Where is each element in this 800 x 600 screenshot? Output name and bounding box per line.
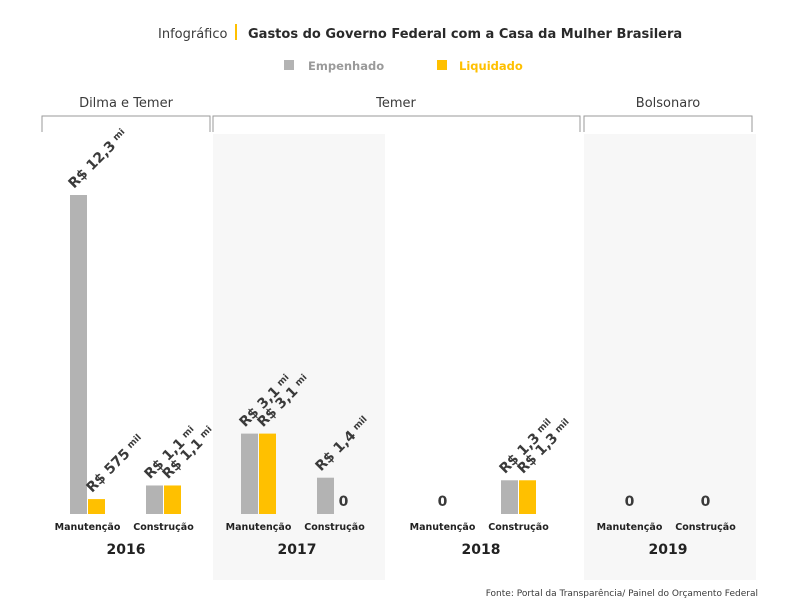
bracket-bolsonaro bbox=[583, 115, 753, 132]
legend-label-empenhado: Empenhado bbox=[308, 59, 384, 73]
category-label-2016-manutencao: Manutenção bbox=[55, 522, 121, 533]
value-label-liquidado-2016-manutencao: R$ 575mil bbox=[84, 432, 148, 496]
legend-swatch-liquidado bbox=[437, 60, 447, 70]
bar-empenhado-2016-construcao bbox=[146, 485, 163, 514]
bar-empenhado-2017-construcao bbox=[317, 477, 334, 514]
category-label-2018-manutencao: Manutenção bbox=[410, 522, 476, 533]
header-kicker: Infográfico bbox=[158, 27, 228, 42]
government-label-temer: Temer bbox=[375, 96, 416, 111]
legend-label-liquidado: Liquidado bbox=[459, 59, 523, 73]
government-label-bolsonaro: Bolsonaro bbox=[636, 96, 700, 111]
value-label-empenhado-2016-manutencao: R$ 12,3mi bbox=[66, 126, 131, 191]
year-label-2016: 2016 bbox=[107, 542, 146, 558]
source-note: Fonte: Portal da Transparência/ Painel d… bbox=[486, 588, 758, 599]
bar-empenhado-2017-manutencao bbox=[241, 433, 258, 514]
year-panels bbox=[213, 134, 756, 580]
category-label-2017-construcao: Construção bbox=[304, 522, 365, 533]
bracket-temer bbox=[212, 115, 581, 132]
page-title: Gastos do Governo Federal com a Casa da … bbox=[248, 27, 682, 42]
zero-label-2018-manutencao: 0 bbox=[438, 494, 448, 510]
zero-label-2019-manutencao: 0 bbox=[625, 494, 635, 510]
bar-liquidado-2018-construcao bbox=[519, 480, 536, 514]
bracket-dilma-temer bbox=[41, 115, 211, 132]
header-divider bbox=[235, 24, 237, 40]
category-label-2018-construcao: Construção bbox=[488, 522, 549, 533]
category-label-2017-manutencao: Manutenção bbox=[226, 522, 292, 533]
bar-liquidado-2016-manutencao bbox=[88, 499, 105, 514]
year-panel-2019 bbox=[584, 134, 756, 580]
zero-label-2019-construcao: 0 bbox=[701, 494, 711, 510]
bar-empenhado-2018-construcao bbox=[501, 480, 518, 514]
government-brackets: Dilma e Temer Temer Bolsonaro bbox=[41, 96, 753, 132]
category-label-2019-manutencao: Manutenção bbox=[597, 522, 663, 533]
year-panel-2017 bbox=[213, 134, 385, 580]
year-label-2018: 2018 bbox=[462, 542, 501, 558]
government-label-dilma-temer: Dilma e Temer bbox=[79, 96, 174, 111]
category-label-2016-construcao: Construção bbox=[133, 522, 194, 533]
legend: Empenhado Liquidado bbox=[284, 59, 523, 73]
category-label-2019-construcao: Construção bbox=[675, 522, 736, 533]
bar-liquidado-2016-construcao bbox=[164, 485, 181, 514]
bar-empenhado-2016-manutencao bbox=[70, 195, 87, 514]
zero-label-2017-construcao: 0 bbox=[339, 494, 349, 510]
bar-liquidado-2017-manutencao bbox=[259, 433, 276, 514]
year-label-2017: 2017 bbox=[278, 542, 317, 558]
legend-swatch-empenhado bbox=[284, 60, 294, 70]
year-label-2019: 2019 bbox=[649, 542, 688, 558]
